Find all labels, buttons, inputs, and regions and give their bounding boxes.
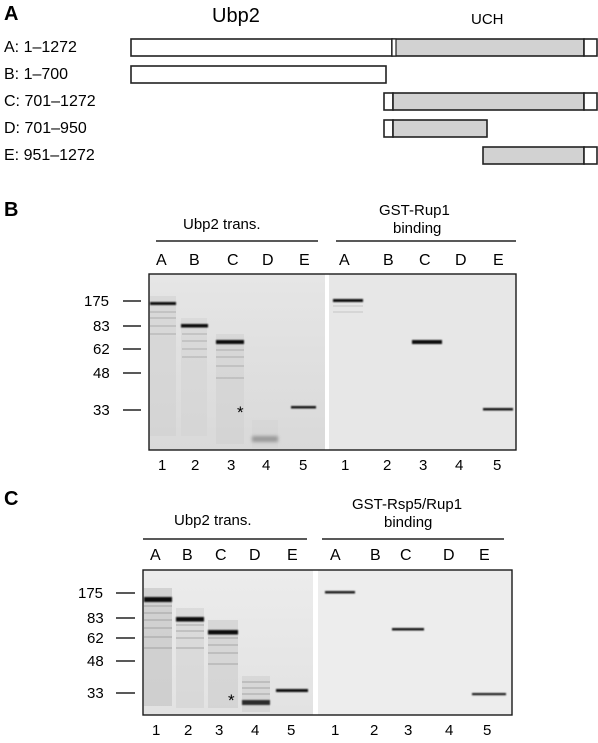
panel-c-left-group-label: Ubp2 trans. bbox=[174, 512, 252, 529]
panel-b-marker-33: 33 bbox=[93, 402, 110, 419]
panel-c-gel-right bbox=[318, 570, 512, 715]
construct-label-e: E: 951–1272 bbox=[4, 147, 95, 164]
panel-b-lane-number-right-3: 3 bbox=[419, 457, 427, 474]
panel-c-lane-letter-left-3: C bbox=[215, 547, 227, 564]
panel-b-lane-number-left-2: 2 bbox=[191, 457, 199, 474]
panel-b-left-group-label: Ubp2 trans. bbox=[183, 216, 261, 233]
panel-b-lane-letter-right-2: B bbox=[383, 252, 394, 269]
construct-bar-e bbox=[482, 146, 598, 165]
panel-b-lane-number-left-3: 3 bbox=[227, 457, 235, 474]
panel-c-gel-frame bbox=[142, 569, 513, 716]
panel-b-lane-letter-left-5: E bbox=[299, 252, 310, 269]
panel-b-right-group-line2: binding bbox=[393, 220, 441, 237]
panel-c: C Ubp2 trans. GST-Rsp5/Rup1 binding A B … bbox=[4, 488, 513, 739]
panel-b-lane-number-left-1: 1 bbox=[158, 457, 166, 474]
panel-b-lane-letter-left-2: B bbox=[189, 252, 200, 269]
panel-c-lane-letter-left-4: D bbox=[249, 547, 261, 564]
panel-c-lane-number-left-3: 3 bbox=[215, 722, 223, 739]
panel-b-lane-number-left-5: 5 bbox=[299, 457, 307, 474]
panel-b-asterisk: * bbox=[237, 403, 244, 422]
construct-label-c: C: 701–1272 bbox=[4, 93, 96, 110]
panel-c-ladder: 175 83 62 48 33 bbox=[78, 585, 135, 702]
panel-b-lane-number-left-4: 4 bbox=[262, 457, 270, 474]
panel-b-lane-letter-right-1: A bbox=[339, 252, 350, 269]
panel-b-right-group-line1: GST-Rup1 bbox=[379, 202, 450, 219]
panel-a-letter: A bbox=[4, 3, 18, 25]
panel-b-gel-right bbox=[329, 274, 516, 450]
panel-b-lane-number-right-1: 1 bbox=[341, 457, 349, 474]
panel-b-lane-letter-left-4: D bbox=[262, 252, 274, 269]
panel-b-lane-number-right-5: 5 bbox=[493, 457, 501, 474]
panel-b-lane-letter-right-4: D bbox=[455, 252, 467, 269]
panel-c-right-group-line1: GST-Rsp5/Rup1 bbox=[352, 496, 462, 513]
panel-b-marker-48: 48 bbox=[93, 365, 110, 382]
panel-c-lane-letter-left-1: A bbox=[150, 547, 161, 564]
panel-c-gel: * bbox=[142, 569, 513, 716]
panel-b-marker-83: 83 bbox=[93, 318, 110, 335]
panel-a: A Ubp2 UCH A: 1–1272 B: 1–700 C: 701–127… bbox=[4, 3, 598, 165]
panel-c-marker-83: 83 bbox=[87, 610, 104, 627]
construct-label-d: D: 701–950 bbox=[4, 120, 87, 137]
panel-c-lane-letter-right-2: B bbox=[370, 547, 381, 564]
panel-b-letter: B bbox=[4, 199, 18, 221]
construct-label-b: B: 1–700 bbox=[4, 66, 68, 83]
panel-c-lane-number-right-4: 4 bbox=[445, 722, 453, 739]
panel-b-marker-175: 175 bbox=[84, 293, 109, 310]
panel-c-lane-letter-left-5: E bbox=[287, 547, 298, 564]
panel-c-lane-letter-right-3: C bbox=[400, 547, 412, 564]
domain-label: UCH bbox=[471, 11, 504, 28]
panel-c-right-group-line2: binding bbox=[384, 514, 432, 531]
panel-c-marker-62: 62 bbox=[87, 630, 104, 647]
construct-label-a: A: 1–1272 bbox=[4, 39, 77, 56]
panel-c-lane-letter-right-4: D bbox=[443, 547, 455, 564]
panel-b: B Ubp2 trans. GST-Rup1 binding A B C D E… bbox=[4, 199, 517, 474]
panel-c-marker-48: 48 bbox=[87, 653, 104, 670]
panel-c-lane-letter-left-2: B bbox=[182, 547, 193, 564]
panel-b-lane-number-right-2: 2 bbox=[383, 457, 391, 474]
panel-b-lane-number-right-4: 4 bbox=[455, 457, 463, 474]
panel-b-gel: * bbox=[148, 273, 517, 451]
panel-c-lane-letter-right-5: E bbox=[479, 547, 490, 564]
construct-bar-b bbox=[130, 65, 387, 84]
panel-b-gel-frame bbox=[148, 273, 517, 451]
panel-c-marker-33: 33 bbox=[87, 685, 104, 702]
panel-b-lane-letter-right-3: C bbox=[419, 252, 431, 269]
panel-b-marker-62: 62 bbox=[93, 341, 110, 358]
panel-b-ladder: 175 83 62 48 33 bbox=[84, 293, 141, 419]
panel-c-lane-letter-right-1: A bbox=[330, 547, 341, 564]
panel-c-lane-number-left-4: 4 bbox=[251, 722, 259, 739]
panel-c-marker-175: 175 bbox=[78, 585, 103, 602]
panel-c-lane-number-right-5: 5 bbox=[483, 722, 491, 739]
panel-c-lane-number-right-1: 1 bbox=[331, 722, 339, 739]
panel-c-lane-number-right-2: 2 bbox=[370, 722, 378, 739]
construct-bar-a bbox=[130, 38, 598, 57]
panel-c-lane-number-right-3: 3 bbox=[404, 722, 412, 739]
panel-c-letter: C bbox=[4, 488, 18, 510]
panel-c-asterisk: * bbox=[228, 691, 235, 710]
protein-label: Ubp2 bbox=[212, 5, 260, 27]
panel-b-lane-letter-left-1: A bbox=[156, 252, 167, 269]
panel-c-lane-number-left-1: 1 bbox=[152, 722, 160, 739]
panel-c-lane-number-left-2: 2 bbox=[184, 722, 192, 739]
construct-bar-d bbox=[383, 119, 488, 138]
panel-b-lane-letter-right-5: E bbox=[493, 252, 504, 269]
construct-bar-c bbox=[383, 92, 598, 111]
panel-b-lane-letter-left-3: C bbox=[227, 252, 239, 269]
panel-c-lane-number-left-5: 5 bbox=[287, 722, 295, 739]
